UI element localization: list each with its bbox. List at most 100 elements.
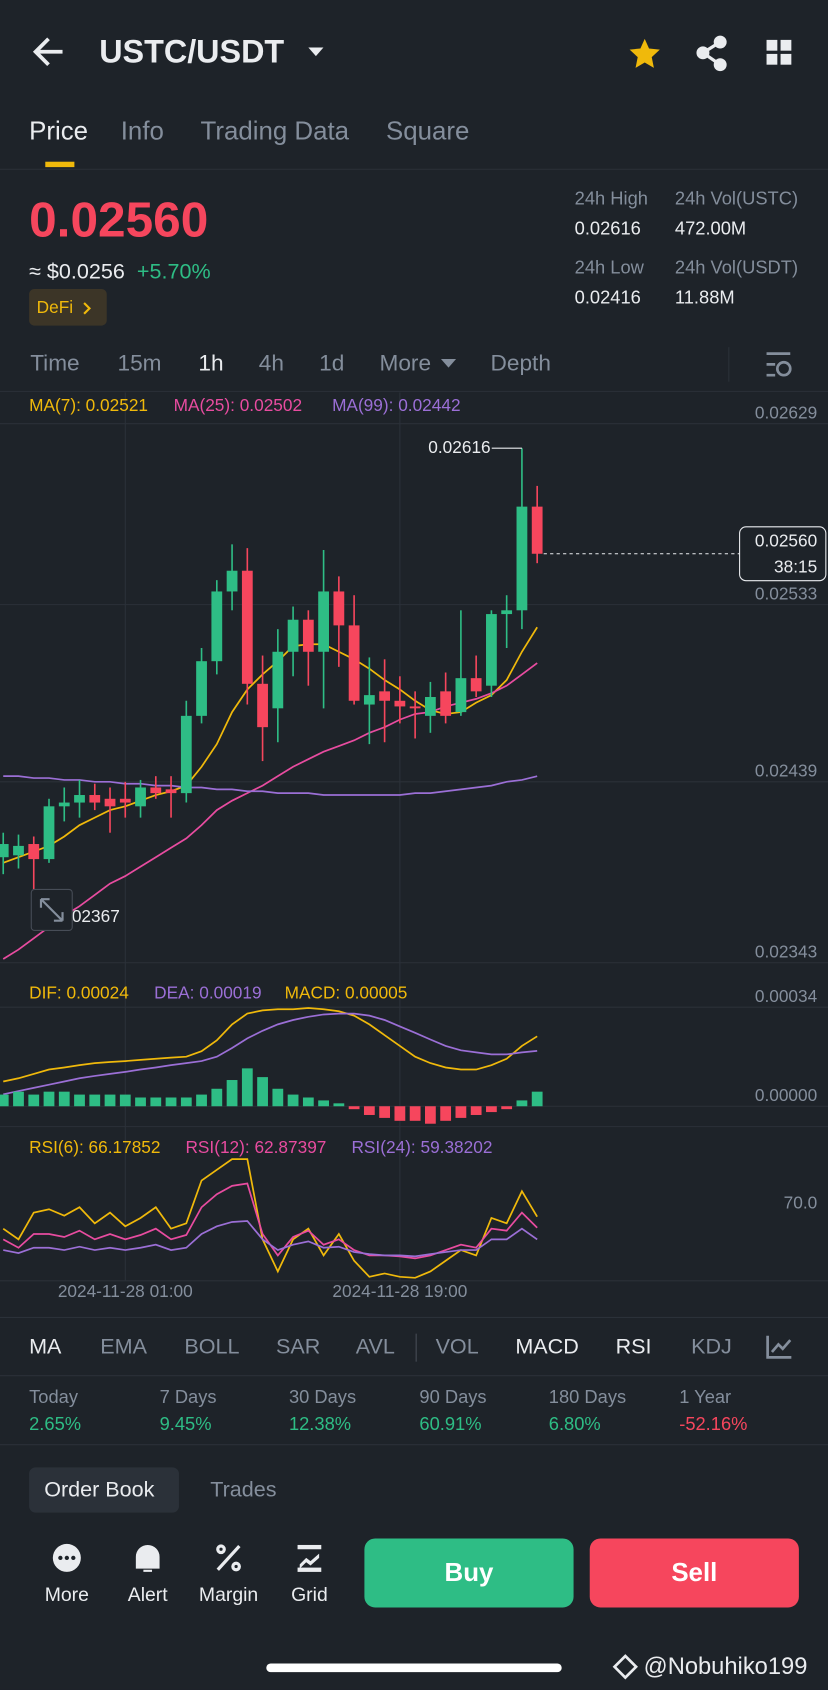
- macd-bar: [440, 1106, 452, 1121]
- x-tick-label: 2024-11-28 19:00: [332, 1281, 467, 1301]
- macd-bar: [180, 1097, 192, 1107]
- grid-menu-icon[interactable]: [766, 39, 792, 65]
- alert-icon[interactable]: [135, 1545, 160, 1572]
- y-tick-label: 0.02439: [755, 761, 817, 781]
- pair-caret[interactable]: [308, 47, 324, 57]
- legend-entry: MA(99): 0.02442: [332, 395, 461, 415]
- candle-body: [13, 845, 24, 856]
- legend-entry: RSI(6): 66.17852: [29, 1137, 160, 1157]
- candle-body: [74, 795, 85, 803]
- indicator-line: [2, 1158, 538, 1279]
- stat-value: 11.88M: [675, 286, 735, 307]
- macd-bar: [272, 1088, 284, 1107]
- action-label[interactable]: Grid: [291, 1584, 328, 1606]
- sell-label[interactable]: Sell: [671, 1559, 717, 1587]
- candle-body: [180, 715, 192, 794]
- indicator-line: [3, 1007, 538, 1083]
- expand-icon[interactable]: [39, 898, 64, 922]
- candle-body: [379, 691, 391, 701]
- candle-body: [196, 661, 207, 716]
- candle-body: [272, 651, 284, 709]
- candle-body: [333, 591, 345, 626]
- legend-entry: MA(25): 0.02502: [174, 395, 303, 415]
- candle-body: [241, 570, 253, 684]
- interval[interactable]: 15m: [118, 350, 162, 375]
- macd-bar: [165, 1097, 177, 1107]
- price-change: +5.70%: [137, 258, 211, 283]
- candle-body: [0, 844, 9, 858]
- interval[interactable]: 1h: [198, 350, 223, 375]
- low-label: 0.02367: [57, 906, 119, 926]
- share-icon[interactable]: [696, 35, 727, 72]
- candle-body: [501, 610, 513, 615]
- action-label[interactable]: More: [45, 1584, 89, 1606]
- book-tab[interactable]: Order Book: [44, 1477, 154, 1502]
- candle-body: [43, 806, 55, 860]
- grid-icon[interactable]: [297, 1544, 322, 1572]
- back-button[interactable]: [32, 37, 63, 67]
- macd-bar: [241, 1068, 253, 1107]
- period-change: -52.16%: [679, 1413, 747, 1434]
- chart-marks: 0.02629 0.02533 0.02439 0.02343 MA(7): 0.025…: [0, 395, 827, 1301]
- macd-bar: [486, 1106, 497, 1113]
- indicator[interactable]: RSI: [616, 1333, 652, 1358]
- tab[interactable]: Trading Data: [201, 117, 350, 145]
- indicator[interactable]: MA: [29, 1333, 62, 1358]
- period-change: 60.91%: [419, 1413, 481, 1434]
- interval[interactable]: Depth: [491, 350, 551, 375]
- period-label: 30 Days: [289, 1386, 356, 1407]
- interval[interactable]: Time: [30, 350, 79, 375]
- home-indicator: [266, 1663, 562, 1673]
- chart-settings-icon[interactable]: [766, 352, 792, 377]
- candle-body: [424, 697, 436, 716]
- countdown: 38:15: [774, 556, 817, 576]
- indicator[interactable]: VOL: [436, 1333, 479, 1358]
- more-icon[interactable]: [52, 1543, 81, 1572]
- indicator[interactable]: KDJ: [691, 1333, 732, 1358]
- favorite-star[interactable]: [629, 38, 660, 68]
- indicator[interactable]: EMA: [100, 1333, 147, 1358]
- stat-label: 24h High: [575, 187, 648, 208]
- interval[interactable]: 1d: [319, 350, 344, 375]
- pair-title[interactable]: USTC/USDT: [99, 33, 284, 69]
- macd-bar: [287, 1094, 299, 1107]
- candle-body: [394, 700, 406, 707]
- buy-button[interactable]: [364, 1538, 574, 1608]
- macd-bar: [43, 1091, 55, 1107]
- action-label[interactable]: Alert: [128, 1584, 168, 1606]
- buy-label[interactable]: Buy: [445, 1559, 494, 1587]
- stat-label: 24h Low: [575, 256, 645, 277]
- action-label[interactable]: Margin: [199, 1584, 258, 1606]
- candle-body: [440, 691, 452, 716]
- interval[interactable]: More: [380, 350, 432, 375]
- stat-value: 0.02616: [575, 217, 641, 238]
- candle-body: [211, 591, 223, 662]
- indicator-settings-icon[interactable]: [766, 1335, 792, 1359]
- y-tick-label: 0.00034: [755, 986, 818, 1006]
- tab[interactable]: Info: [121, 117, 164, 145]
- indicator[interactable]: MACD: [515, 1333, 578, 1358]
- tag-text[interactable]: DeFi: [37, 297, 73, 317]
- tab[interactable]: Price: [29, 117, 88, 145]
- tab[interactable]: Square: [386, 117, 469, 145]
- candle-body: [486, 614, 497, 686]
- y-tick-label: 0.02629: [755, 403, 817, 423]
- indicator-line: [3, 1012, 538, 1096]
- period-change: 6.80%: [549, 1413, 601, 1434]
- macd-bar: [455, 1106, 467, 1118]
- macd-bar: [104, 1094, 116, 1107]
- macd-bar: [470, 1106, 482, 1115]
- candle-body: [363, 695, 375, 705]
- period-label: 1 Year: [679, 1386, 731, 1407]
- book-tab[interactable]: Trades: [210, 1477, 276, 1502]
- period-label: 7 Days: [160, 1386, 217, 1407]
- candle-body: [257, 683, 268, 728]
- indicator[interactable]: BOLL: [184, 1333, 239, 1358]
- candle-body: [28, 844, 40, 860]
- margin-icon[interactable]: [216, 1544, 241, 1572]
- sell-button[interactable]: [589, 1538, 799, 1608]
- indicator[interactable]: SAR: [276, 1333, 320, 1358]
- interval[interactable]: 4h: [259, 350, 284, 375]
- indicator[interactable]: AVL: [356, 1333, 395, 1358]
- tag-chip[interactable]: [29, 288, 107, 326]
